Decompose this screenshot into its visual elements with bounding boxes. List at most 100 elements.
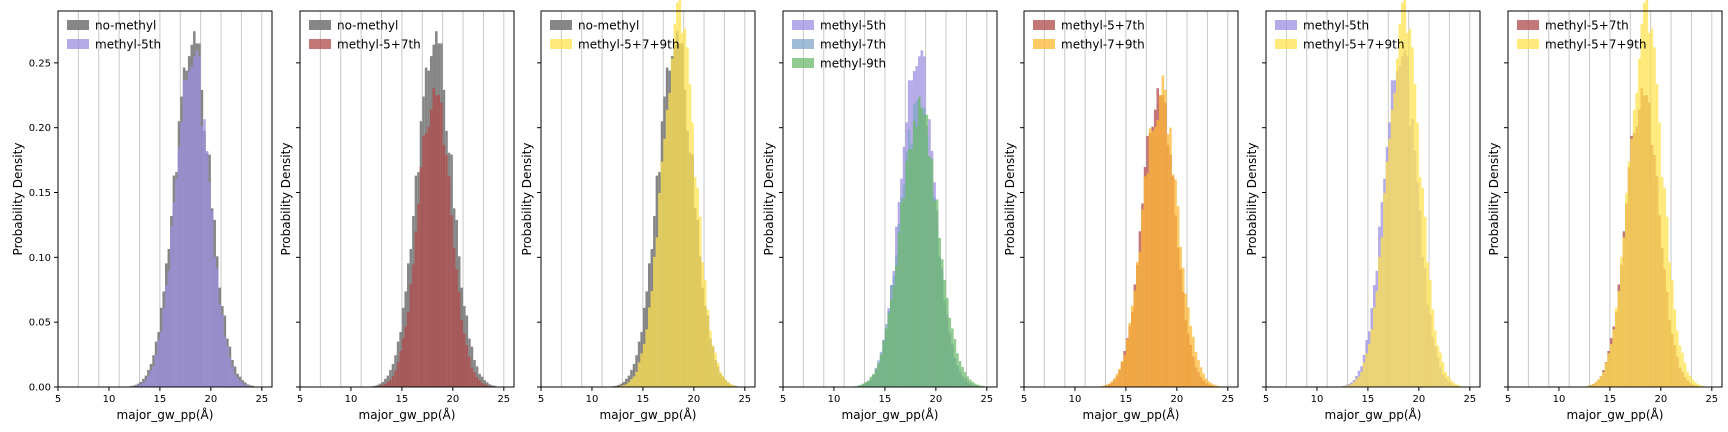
bar	[1143, 176, 1147, 387]
x-tick-label: 25	[255, 394, 268, 405]
bar	[414, 231, 418, 387]
bar	[884, 328, 888, 387]
bar	[208, 182, 211, 387]
bar	[1423, 216, 1427, 387]
bar	[1653, 47, 1656, 387]
axes-frame	[299, 10, 515, 388]
bar	[1449, 379, 1452, 387]
y-tick-label: 0.25	[29, 58, 51, 69]
bar	[1184, 293, 1188, 387]
bar	[946, 297, 949, 387]
bar	[1421, 187, 1424, 387]
x-tick-label: 10	[1311, 394, 1324, 405]
bar	[1627, 161, 1631, 387]
bar	[1693, 382, 1697, 387]
bar	[378, 383, 382, 387]
bar	[136, 385, 140, 387]
bar	[1360, 371, 1363, 387]
bar	[177, 146, 181, 387]
bar	[465, 345, 469, 387]
x-tick-label: 5	[1505, 394, 1511, 405]
bar	[376, 384, 379, 387]
bar	[483, 384, 486, 387]
bar	[933, 200, 936, 387]
bar	[389, 369, 392, 387]
bar	[445, 154, 448, 387]
bar	[485, 385, 489, 387]
bar	[622, 385, 626, 387]
legend: no-methyl methyl-5th	[67, 19, 161, 52]
bar	[419, 167, 423, 387]
x-tick-label: 15	[637, 394, 650, 405]
bar	[1199, 367, 1203, 387]
bar	[1120, 361, 1124, 387]
bar	[930, 158, 934, 387]
bar	[928, 156, 931, 387]
bar	[396, 362, 400, 387]
bar	[1209, 382, 1213, 387]
bar	[1108, 383, 1111, 387]
bar	[1357, 376, 1361, 387]
bar	[1159, 95, 1162, 387]
x-tick-label: 25	[1705, 394, 1718, 405]
bar	[1599, 376, 1603, 387]
bar	[938, 238, 941, 387]
bar	[887, 313, 890, 387]
bar	[1181, 267, 1185, 387]
x-axis-label: major_gw_pp(Å)	[842, 407, 939, 422]
bar	[452, 247, 456, 387]
bar	[198, 56, 201, 388]
bar	[1658, 122, 1661, 387]
bar	[190, 66, 194, 387]
x-tick-label: 20	[1170, 394, 1183, 405]
bar	[721, 375, 725, 387]
bar	[895, 265, 898, 387]
bar	[910, 149, 913, 387]
x-tick-label: 20	[1412, 394, 1425, 405]
panel-2: 5 10 15 20 25 major_gw_pp(Å) Probability Densi…	[279, 10, 515, 422]
bar	[401, 338, 405, 387]
bar	[1365, 353, 1368, 387]
x-tick-label: 5	[780, 394, 786, 405]
bar	[231, 366, 234, 387]
bar	[1655, 83, 1659, 388]
legend-swatch	[309, 39, 331, 49]
bar	[1446, 375, 1450, 387]
bar	[440, 102, 443, 388]
legend-swatch	[1033, 20, 1055, 30]
x-tick-label: 25	[1463, 394, 1476, 405]
bar	[729, 383, 733, 387]
legend-swatch	[550, 39, 572, 49]
x-tick-label: 15	[879, 394, 892, 405]
bar	[711, 345, 715, 387]
x-tick-label: 20	[204, 394, 217, 405]
bar	[1643, 2, 1646, 387]
bar	[1151, 131, 1154, 387]
bar	[473, 372, 476, 387]
bar	[182, 80, 186, 387]
bar	[655, 237, 659, 387]
bar	[665, 109, 669, 388]
series-bars-methyl-7+9th	[1100, 75, 1221, 387]
bar	[493, 385, 497, 387]
bar	[1411, 47, 1414, 387]
series-bars-methyl-9th	[854, 96, 985, 388]
legend-label: methyl-9th	[820, 57, 886, 71]
series-bars-methyl-5th	[134, 50, 252, 388]
bar	[149, 370, 153, 387]
bar	[956, 353, 959, 387]
bar	[622, 381, 626, 387]
panel-7: 5 10 15 20 25 major_gw_pp(Å) Probability Densi…	[1487, 0, 1723, 422]
bar	[696, 187, 699, 387]
bar	[238, 380, 242, 387]
x-tick-label: 25	[497, 394, 510, 405]
bar	[165, 285, 168, 387]
bar	[246, 385, 250, 387]
x-tick-label: 10	[1553, 394, 1566, 405]
bar	[1441, 362, 1445, 387]
bar	[412, 264, 415, 387]
bar	[417, 203, 420, 387]
bar	[1189, 326, 1193, 387]
bar	[966, 376, 969, 387]
x-axis-label: major_gw_pp(Å)	[600, 407, 697, 422]
